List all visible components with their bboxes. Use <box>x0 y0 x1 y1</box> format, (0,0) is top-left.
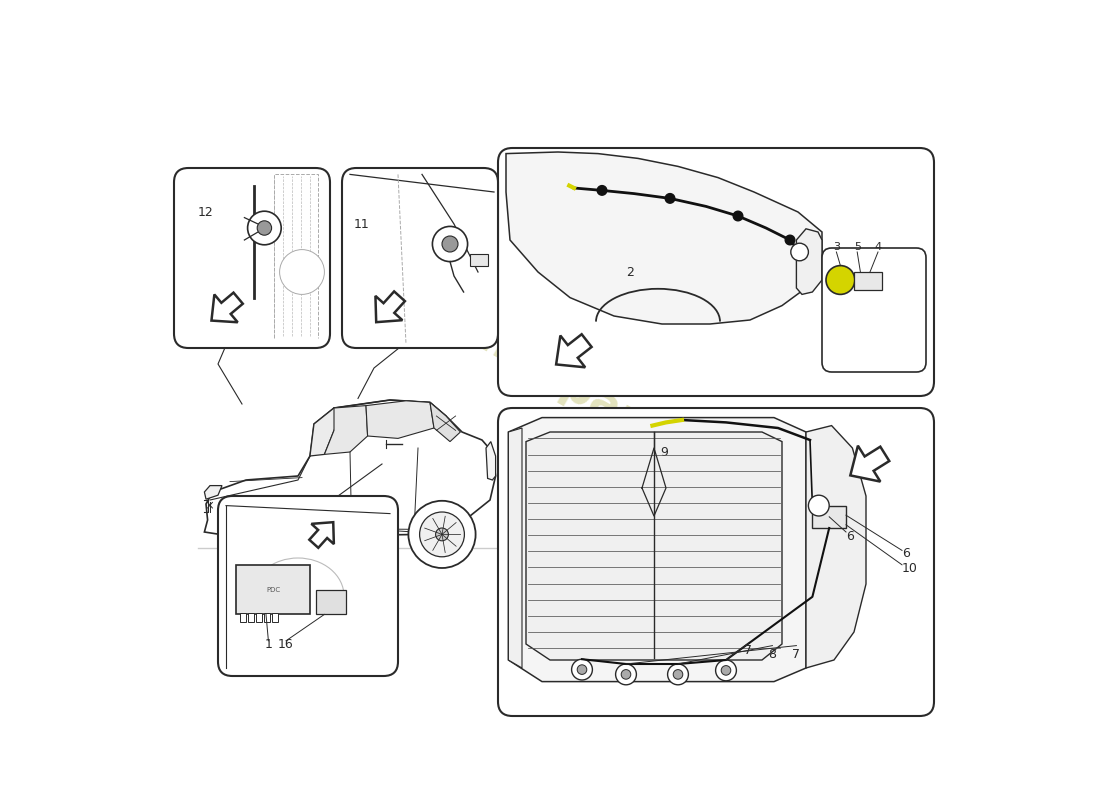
Text: 6: 6 <box>902 547 910 560</box>
Polygon shape <box>211 293 243 322</box>
Polygon shape <box>508 418 806 682</box>
Polygon shape <box>205 486 222 499</box>
Circle shape <box>408 501 475 568</box>
Bar <box>248 613 254 622</box>
Text: 4: 4 <box>874 242 881 252</box>
Circle shape <box>442 236 458 252</box>
Circle shape <box>436 528 449 541</box>
Circle shape <box>826 266 855 294</box>
Circle shape <box>716 660 736 681</box>
Text: PDC: PDC <box>266 586 280 593</box>
Text: 3: 3 <box>833 242 840 252</box>
Circle shape <box>673 670 683 679</box>
Bar <box>854 272 882 290</box>
Text: 9: 9 <box>660 446 669 458</box>
Circle shape <box>621 670 630 679</box>
Text: 11: 11 <box>354 218 370 230</box>
Polygon shape <box>506 152 822 324</box>
Polygon shape <box>850 446 889 482</box>
Text: 7: 7 <box>745 644 752 657</box>
Bar <box>255 613 262 622</box>
Text: 12: 12 <box>198 206 213 218</box>
Polygon shape <box>486 442 496 480</box>
Circle shape <box>241 501 308 568</box>
Polygon shape <box>526 432 782 660</box>
Circle shape <box>597 186 607 195</box>
Bar <box>264 613 270 622</box>
Circle shape <box>791 243 808 261</box>
Circle shape <box>666 194 674 203</box>
Circle shape <box>419 512 464 557</box>
Circle shape <box>785 235 795 245</box>
FancyBboxPatch shape <box>822 248 926 372</box>
Bar <box>240 613 246 622</box>
Polygon shape <box>806 426 866 668</box>
Bar <box>316 590 346 614</box>
Text: 8: 8 <box>769 648 777 661</box>
Polygon shape <box>309 522 334 548</box>
Text: arts since 1985: arts since 1985 <box>497 410 763 582</box>
Polygon shape <box>366 401 434 438</box>
Text: 2: 2 <box>626 266 634 278</box>
FancyBboxPatch shape <box>218 496 398 676</box>
Polygon shape <box>375 291 405 322</box>
FancyBboxPatch shape <box>174 168 330 348</box>
Polygon shape <box>430 402 461 442</box>
Text: 10: 10 <box>902 562 917 574</box>
Polygon shape <box>508 428 522 668</box>
Polygon shape <box>557 334 592 367</box>
FancyBboxPatch shape <box>342 168 498 348</box>
Polygon shape <box>796 229 822 294</box>
Bar <box>470 254 487 266</box>
Circle shape <box>668 664 689 685</box>
Text: 6: 6 <box>846 530 854 542</box>
Circle shape <box>722 666 730 675</box>
Circle shape <box>432 226 468 262</box>
Circle shape <box>252 512 296 557</box>
Circle shape <box>279 250 324 294</box>
FancyBboxPatch shape <box>498 408 934 716</box>
Circle shape <box>616 664 637 685</box>
Text: 1: 1 <box>264 638 273 651</box>
Bar <box>272 613 278 622</box>
Text: eurosparep: eurosparep <box>431 294 701 474</box>
Bar <box>236 565 310 614</box>
Circle shape <box>257 221 272 235</box>
FancyBboxPatch shape <box>498 148 934 396</box>
Bar <box>813 506 846 528</box>
Circle shape <box>578 665 586 674</box>
Circle shape <box>734 211 742 221</box>
Circle shape <box>267 528 280 541</box>
Text: 5: 5 <box>854 242 860 252</box>
Polygon shape <box>310 408 342 456</box>
Text: 16: 16 <box>278 638 294 651</box>
Circle shape <box>248 211 282 245</box>
Text: 7: 7 <box>792 648 801 661</box>
Polygon shape <box>324 406 367 454</box>
Circle shape <box>808 495 829 516</box>
Polygon shape <box>205 400 496 536</box>
Circle shape <box>572 659 593 680</box>
